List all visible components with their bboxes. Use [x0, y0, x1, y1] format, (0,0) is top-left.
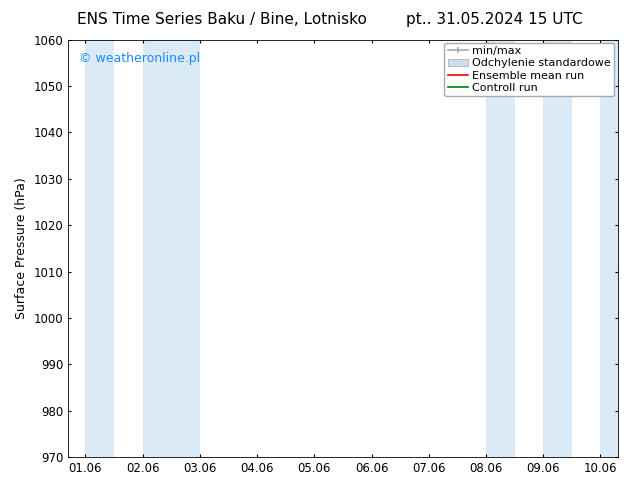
Text: ENS Time Series Baku / Bine, Lotnisko: ENS Time Series Baku / Bine, Lotnisko: [77, 12, 367, 27]
Bar: [600, 40, 629, 457]
Bar: [543, 40, 572, 457]
Text: © weatheronline.pl: © weatheronline.pl: [79, 52, 200, 65]
Bar: [143, 40, 200, 457]
Text: pt.. 31.05.2024 15 UTC: pt.. 31.05.2024 15 UTC: [406, 12, 583, 27]
Y-axis label: Surface Pressure (hPa): Surface Pressure (hPa): [15, 177, 28, 319]
Bar: [86, 40, 114, 457]
Legend: min/max, Odchylenie standardowe, Ensemble mean run, Controll run: min/max, Odchylenie standardowe, Ensembl…: [444, 43, 614, 96]
Bar: [486, 40, 515, 457]
